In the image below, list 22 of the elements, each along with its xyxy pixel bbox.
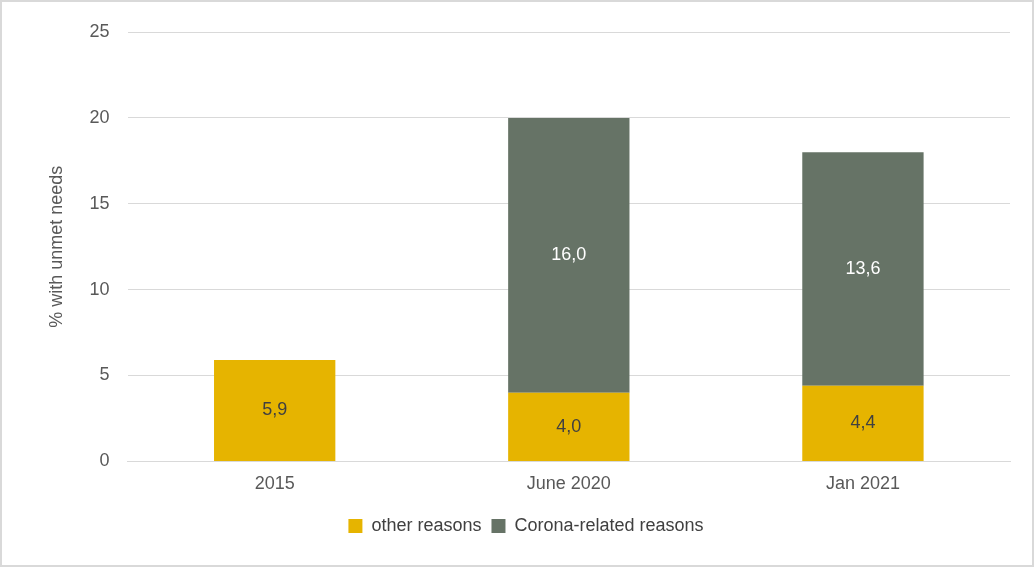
data-label: 5,9 xyxy=(262,399,288,420)
y-axis-title: % with unmet needs xyxy=(45,165,66,328)
x-tick-label: June 2020 xyxy=(526,473,611,494)
y-tick-label: 25 xyxy=(89,20,110,41)
bar xyxy=(802,385,924,461)
data-label: 13,6 xyxy=(845,258,881,278)
x-tick-label: 2015 xyxy=(254,473,295,494)
y-tick-label: 15 xyxy=(89,192,110,213)
y-tick-label: 5 xyxy=(99,364,110,385)
bar xyxy=(508,392,630,461)
bar xyxy=(214,360,336,461)
y-tick-label: 20 xyxy=(89,106,110,127)
data-label: 16,0 xyxy=(551,244,587,265)
y-tick-label: 10 xyxy=(89,278,110,299)
data-label: 4,0 xyxy=(556,415,582,436)
y-tick-label: 0 xyxy=(99,450,110,471)
x-tick-label: Jan 2021 xyxy=(825,473,900,494)
legend-label: Corona-related reasons xyxy=(514,514,704,535)
legend-label: other reasons xyxy=(371,514,482,535)
data-label: 4,4 xyxy=(850,412,876,433)
bar xyxy=(802,152,924,386)
bar xyxy=(508,117,630,393)
